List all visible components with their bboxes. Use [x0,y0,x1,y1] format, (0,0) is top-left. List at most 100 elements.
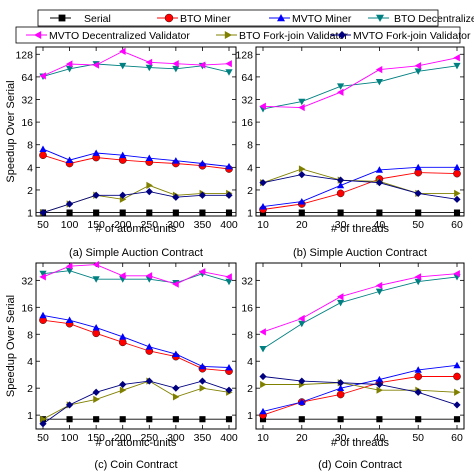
series-line-mvto-fork-join-validator [262,376,458,406]
legend-item-bto-decentralized-validator: BTO Decentralized Validator [368,13,474,25]
series-mvto-fork-join-validator [39,188,233,217]
data-point-mvto-decentralized-validator [92,260,100,269]
data-point-bto-miner [453,169,461,178]
y-tick-label: 4 [247,162,253,174]
legend: Serial BTO Miner MVTO Miner BTO Decentraliz… [15,9,474,44]
data-point-mvto-miner [39,145,47,152]
y-tick-label: 2 [247,383,253,395]
data-point-bto-fork-join-validator [172,393,180,401]
data-point-mvto-miner [259,407,267,415]
data-point-mvto-decentralized-validator [375,66,383,74]
data-point-mvto-miner [337,384,345,392]
x-axis-label: # of atomic-units [96,223,177,235]
data-point-serial [146,416,153,423]
data-point-bto-fork-join-validator [454,388,461,396]
plot-frame [35,262,237,430]
data-point-serial [225,209,233,216]
series-line-bto-decentralized-validator [42,270,230,284]
x-tick-label: 150 [87,432,105,444]
series-line-bto-decentralized-validator [42,63,230,77]
data-point-serial [119,209,126,216]
legend-item-mvto-fork-join-validator: MVTO Fork-join Validator [330,30,471,42]
series-line-mvto-miner [262,166,457,208]
series-line-mvto-miner [42,314,230,368]
data-point-serial [199,209,206,216]
y-tick-label: 16 [21,302,33,314]
data-point-mvto-fork-join-validator [298,171,306,179]
data-point-bto-decentralized-validator [337,83,345,90]
data-point-serial [225,416,233,423]
data-point-serial [337,416,344,423]
data-point-mvto-fork-join-validator [65,401,74,409]
data-point-mvto-miner [172,350,180,358]
data-point-mvto-miner [453,361,461,369]
data-point-mvto-fork-join-validator [337,379,345,387]
y-tick-label: 8 [27,140,33,152]
x-tick-label: 10 [257,219,269,231]
data-point-mvto-decentralized-validator [119,47,126,55]
data-point-bto-fork-join-validator [454,189,461,197]
data-point-serial [119,416,126,423]
data-point-bto-decentralized-validator [39,270,47,278]
series-line-bto-decentralized-validator [262,276,458,350]
panel-caption: (d) Coin Contract [318,459,402,471]
data-point-mvto-fork-join-validator [119,191,127,199]
y-tick-label: 16 [21,117,33,129]
data-point-mvto-miner [39,311,47,319]
data-point-mvto-decentralized-validator [453,54,460,62]
data-point-bto-decentralized-validator [65,65,74,73]
data-point-mvto-miner [225,363,233,371]
data-point-mvto-miner [92,323,100,331]
legend-marker-serial [58,14,66,22]
data-point-mvto-fork-join-validator [172,384,180,392]
data-point-mvto-fork-join-validator [145,188,153,196]
series-bto-fork-join-validator [260,379,461,396]
x-tick-label: 200 [114,219,132,231]
legend-label: Serial [84,13,111,25]
data-point-mvto-fork-join-validator [172,193,180,201]
legend-frame-row-1 [37,9,439,27]
data-point-mvto-fork-join-validator [39,420,47,428]
x-tick-label: 400 [220,432,238,444]
data-point-serial [453,209,461,216]
series-line-mvto-fork-join-validator [262,174,458,200]
y-tick-label: 1 [247,410,253,422]
series-bto-decentralized-validator [259,273,461,353]
data-point-mvto-decentralized-validator [65,60,73,68]
data-point-mvto-decentralized-validator [259,328,266,336]
data-point-serial [93,416,100,423]
y-tick-label: 16 [241,117,253,129]
data-point-serial [337,209,344,216]
data-point-mvto-decentralized-validator [225,60,232,68]
y-axis-label: Speedup Over Serial [5,80,17,182]
data-point-mvto-miner [65,316,74,324]
data-point-mvto-fork-join-validator [198,377,207,385]
x-tick-label: 150 [87,219,105,231]
x-tick-label: 300 [167,432,185,444]
data-point-bto-miner [118,338,127,347]
legend-frame-row-2 [15,26,461,44]
data-point-mvto-miner [414,366,422,373]
series-line-bto-miner [42,319,230,372]
data-point-mvto-decentralized-validator [375,281,383,290]
legend-label: MVTO Decentralized Validator [49,30,190,42]
data-point-mvto-decentralized-validator [414,273,422,281]
data-point-mvto-miner [198,362,207,370]
data-point-mvto-fork-join-validator [225,191,233,199]
y-tick-label: 32 [21,275,33,287]
data-point-bto-decentralized-validator [92,276,100,283]
data-point-bto-decentralized-validator [259,345,267,353]
data-point-bto-fork-join-validator [93,395,100,403]
data-point-bto-decentralized-validator [172,65,180,73]
data-point-serial [146,209,153,216]
data-point-bto-decentralized-validator [119,62,127,70]
y-tick-label: 4 [27,162,33,174]
data-point-mvto-miner [172,157,180,164]
x-tick-label: 400 [220,219,238,231]
x-axis-label: # of atomic-units [96,437,177,449]
data-point-mvto-fork-join-validator [259,372,267,381]
x-tick-label: 300 [167,219,185,231]
data-point-mvto-fork-join-validator [298,377,306,385]
data-point-bto-decentralized-validator [145,64,153,72]
data-point-serial [298,416,305,423]
